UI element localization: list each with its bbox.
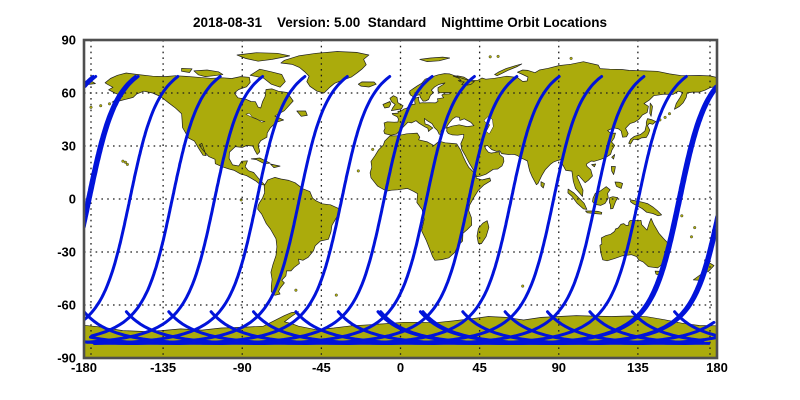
x-tick-label: 90 [552, 360, 566, 375]
land-eurasia [383, 61, 717, 197]
small-island [521, 284, 525, 288]
small-island [107, 102, 111, 106]
orbit-track [84, 75, 95, 86]
small-island [569, 56, 573, 60]
small-island [89, 105, 93, 109]
land-sri-lanka [540, 181, 545, 189]
land-newfoundland [296, 110, 308, 117]
land-taiwan [611, 154, 616, 160]
land-iceland [357, 81, 377, 88]
small-island [680, 214, 684, 218]
land-victoria-island [193, 69, 224, 77]
orbit-track [336, 75, 688, 346]
small-island [488, 55, 492, 59]
small-island [356, 169, 360, 173]
small-island [690, 235, 694, 239]
small-island [123, 160, 127, 164]
orbit-track [84, 75, 349, 346]
orbit-track [379, 87, 717, 346]
land-svalbard [419, 56, 451, 62]
orbit-track [84, 75, 140, 229]
small-island [693, 226, 697, 230]
small-island [668, 112, 672, 116]
small-island [294, 288, 298, 292]
land-madagascar [476, 220, 490, 245]
x-tick-label: 135 [627, 360, 649, 375]
y-tick-label: -60 [57, 298, 76, 313]
land-ellesmere-island [236, 52, 291, 62]
y-tick-label: -90 [57, 351, 76, 366]
y-tick-label: 0 [69, 192, 76, 207]
land-luzon [610, 166, 616, 175]
x-tick-label: 45 [472, 360, 486, 375]
land-baffin-island [249, 68, 286, 88]
small-island [663, 115, 667, 119]
plot-title: 2018-08-31 Version: 5.00 Standard Nightt… [192, 15, 608, 30]
land-sulawesi [609, 196, 619, 210]
x-tick-label: -135 [150, 360, 176, 375]
small-island [496, 54, 500, 58]
orbit-track [85, 75, 265, 344]
land-ireland [382, 101, 392, 109]
orbit-track [421, 228, 717, 346]
x-tick-label: 0 [397, 360, 404, 375]
land-hainan [591, 163, 597, 168]
orbit-track [84, 75, 98, 88]
orbit-track [88, 75, 392, 346]
land-mindanao [614, 181, 623, 189]
y-tick-label: 60 [62, 86, 76, 101]
land-banks-island [181, 67, 193, 73]
orbit-track [84, 75, 137, 216]
y-tick-label: 90 [62, 33, 76, 48]
lake-great-lakes [245, 113, 266, 123]
land-great-britain [389, 95, 404, 112]
plot-frame [82, 38, 719, 360]
land-australia [599, 217, 671, 269]
small-island [99, 104, 103, 108]
land-greenland [280, 51, 370, 94]
small-island [125, 162, 129, 166]
orbit-track [90, 75, 222, 338]
map-area [84, 40, 717, 358]
x-tick-label: -45 [312, 360, 331, 375]
orbit-track [92, 75, 307, 345]
land-sakhalin [649, 102, 653, 117]
land-hispaniola [270, 163, 281, 168]
y-tick-label: 30 [62, 139, 76, 154]
orbit-track [546, 310, 705, 346]
land-north-america [104, 72, 294, 186]
small-island [121, 159, 125, 163]
x-tick-label: -180 [71, 360, 97, 375]
orbit-track [84, 75, 180, 322]
small-island [371, 147, 375, 151]
land-south-america [257, 177, 340, 296]
x-tick-label: -90 [233, 360, 252, 375]
x-tick-label: 180 [706, 360, 728, 375]
y-tick-label: -30 [57, 245, 76, 260]
land-novaya-zemlya [494, 63, 523, 77]
small-island [334, 293, 338, 297]
orbit-track [673, 310, 717, 337]
